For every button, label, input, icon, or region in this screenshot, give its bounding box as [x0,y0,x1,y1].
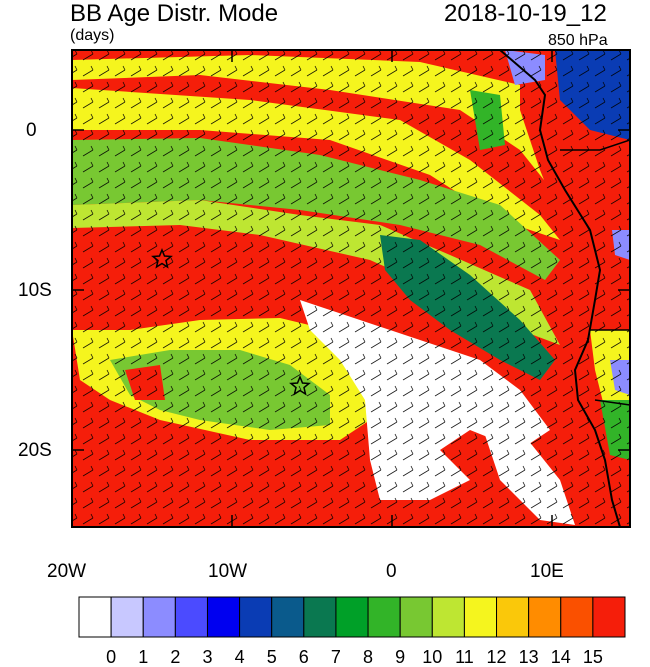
lon-tick-label: 20W [47,561,87,582]
colorbar-label: 14 [550,647,571,667]
level-label: 850 hPa [548,32,608,49]
colorbar-swatch [239,596,273,638]
lon-tick-label: 0 [386,561,397,582]
colorbar-swatch [560,596,594,638]
map-field [72,50,630,527]
units-label: (days) [70,27,115,44]
colorbar-swatch [174,596,208,638]
colorbar-label: 12 [486,647,507,667]
colorbar-label: 6 [298,647,309,667]
colorbar-swatch [463,596,498,638]
site-marker-star-icon [151,248,173,269]
colorbar [78,596,626,638]
site-marker-star-icon [289,375,311,396]
colorbar-swatch [528,596,562,638]
map-title: BB Age Distr. Mode [70,0,279,27]
colorbar-swatch [335,596,369,638]
lat-tick-label: 20S [18,440,52,461]
colorbar-swatch [206,596,241,638]
colorbar-swatch [592,596,626,638]
colorbar-label: 5 [266,647,277,667]
colorbar-swatch [496,596,530,638]
colorbar-swatch [367,596,401,638]
colorbar-label: 13 [518,647,539,667]
colorbar-label: 15 [582,647,603,667]
colorbar-label: 0 [106,647,117,667]
colorbar-label: 4 [234,647,245,667]
lon-tick-label: 10E [530,561,564,582]
colorbar-label: 7 [330,647,341,667]
colorbar-label: 2 [170,647,181,667]
colorbar-label: 3 [202,647,213,667]
colorbar-label: 9 [395,647,406,667]
colorbar-label: 11 [455,647,474,667]
colorbar-swatch [431,596,465,638]
colorbar-swatch [399,596,433,638]
colorbar-swatch [303,596,337,638]
colorbar-label: 8 [363,647,374,667]
lat-tick-label: 0 [26,120,37,141]
map-frame [71,49,631,528]
colorbar-swatch [78,596,112,638]
lon-tick-label: 10W [208,561,248,582]
colorbar-label: 1 [138,647,149,667]
lat-tick-label: 10S [18,280,52,301]
date-label: 2018-10-19_12 [444,0,607,27]
colorbar-swatch [110,596,144,638]
colorbar-swatch [271,596,305,638]
colorbar-label: 10 [422,647,443,667]
colorbar-swatch [142,596,176,638]
lon-tick-marks [71,50,630,527]
